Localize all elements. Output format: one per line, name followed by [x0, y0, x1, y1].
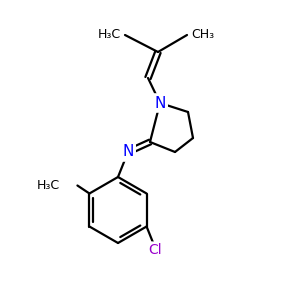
- Text: CH₃: CH₃: [191, 28, 214, 41]
- Text: H₃C: H₃C: [36, 179, 59, 192]
- Text: N: N: [122, 145, 134, 160]
- Text: N: N: [154, 95, 166, 110]
- Text: Cl: Cl: [148, 244, 161, 257]
- Text: H₃C: H₃C: [98, 28, 121, 41]
